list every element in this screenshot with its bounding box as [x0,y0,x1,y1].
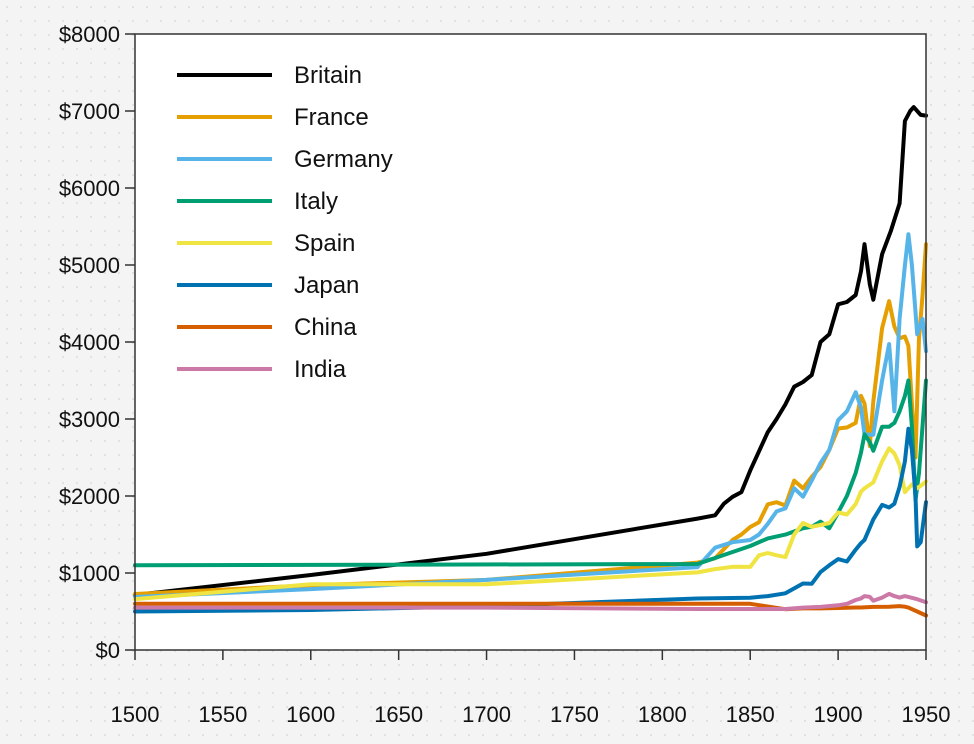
series-line-britain [133,105,928,597]
legend-label-italy: Italy [294,188,338,215]
legend-label-france: France [294,104,369,131]
y-tick-label: $8000 [59,22,120,47]
x-tick-label: 1850 [726,702,775,727]
legend-label-china: China [294,314,357,341]
x-tick-label: 1700 [462,702,511,727]
y-tick-label: $7000 [59,99,120,124]
legend-label-britain: Britain [294,62,362,89]
series-line-china [133,601,928,618]
legend-label-japan: Japan [294,272,359,299]
series-line-india [133,591,928,611]
series-line-japan [133,426,928,614]
x-axis: 1500 1550 1600 1650 1700 1750 1800 1850 1900 1950 [111,650,951,727]
series-line-germany [133,232,928,599]
y-tick-label: $2000 [59,484,120,509]
y-tick-label: $5000 [59,253,120,278]
y-tick-label: $6000 [59,176,120,201]
legend-label-germany: Germany [294,146,393,173]
series-line-italy [133,378,928,568]
y-tick-label: $4000 [59,330,120,355]
series-line-spain [133,446,928,602]
x-tick-label: 1950 [902,702,951,727]
x-tick-label: 1600 [286,702,335,727]
legend-label-spain: Spain [294,230,355,257]
legend-label-india: India [294,356,347,383]
x-tick-label: 1750 [550,702,599,727]
series-line-france [133,242,928,596]
y-tick-label: $1000 [59,561,120,586]
x-tick-label: 1550 [198,702,247,727]
y-axis: $0 $1000 $2000 $3000 $4000 $5000 $6000 $7000 $80… [59,22,135,663]
x-tick-label: 1500 [111,702,160,727]
x-tick-label: 1650 [374,702,423,727]
x-tick-label: 1800 [638,702,687,727]
y-tick-label: $0 [96,638,120,663]
series-lines [133,105,928,618]
y-tick-label: $3000 [59,407,120,432]
legend: Britain France Germany Italy Spain Japan China… [177,62,393,383]
plot-area-background [135,34,926,650]
x-tick-label: 1900 [814,702,863,727]
